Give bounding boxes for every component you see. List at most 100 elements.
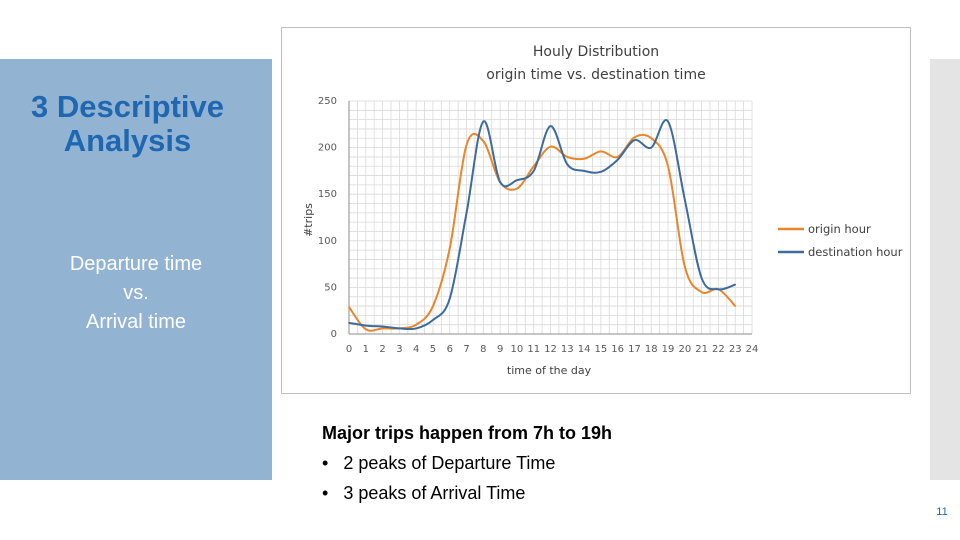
y-tick-label: 100 (318, 236, 337, 247)
x-tick-label: 9 (497, 344, 503, 355)
data-point (381, 325, 384, 328)
data-point (432, 319, 434, 321)
data-point (734, 283, 737, 286)
x-axis-label: time of the day (507, 364, 592, 377)
data-point (616, 158, 619, 161)
x-tick-label: 20 (678, 344, 691, 355)
data-point (398, 327, 401, 330)
chart-title-line2: origin time vs. destination time (486, 67, 705, 83)
bullet-marker: • (322, 453, 329, 473)
data-point (700, 291, 703, 293)
x-tick-label: 6 (447, 344, 453, 355)
data-point (482, 140, 485, 142)
chart-title-line1: Houly Distribution (533, 44, 659, 60)
x-tick-label: 11 (527, 344, 540, 355)
data-point (532, 170, 535, 172)
bullet-item: • 3 peaks of Arrival Time (322, 478, 612, 508)
legend: origin hour destination hour (778, 222, 903, 259)
bullet-marker: • (322, 483, 329, 503)
y-tick-label: 200 (318, 143, 337, 154)
data-point (415, 327, 417, 330)
data-point (734, 305, 737, 307)
data-point (381, 327, 384, 330)
data-point (566, 163, 569, 166)
bullet-text: 2 peaks of Departure Time (343, 453, 556, 473)
data-point (650, 146, 653, 149)
x-tick-label: 12 (544, 344, 557, 355)
data-point (415, 323, 417, 326)
data-point (448, 247, 451, 250)
data-point (583, 157, 585, 160)
legend-label: destination hour (808, 245, 903, 259)
x-tick-label: 23 (729, 344, 742, 355)
x-tick-label: 21 (695, 344, 708, 355)
legend-label: origin hour (808, 222, 871, 236)
y-tick-label: 0 (331, 329, 337, 340)
section-title-line2: Analysis (63, 123, 192, 158)
x-tick-label: 0 (346, 344, 352, 355)
x-tick-label: 17 (628, 344, 641, 355)
page-number: 11 (936, 506, 948, 518)
data-point (516, 187, 518, 190)
data-point (432, 305, 434, 307)
data-point (348, 322, 350, 324)
chart-frame: Houly Distribution origin time vs. desti… (281, 27, 911, 394)
series-lines (348, 119, 737, 332)
data-point (549, 145, 552, 148)
y-tick-label: 150 (318, 189, 337, 200)
data-point (684, 266, 686, 268)
data-point (667, 165, 669, 168)
bullet-item: • 2 peaks of Departure Time (322, 448, 612, 478)
x-tick-label: 8 (480, 344, 486, 355)
x-tick-label: 24 (746, 344, 759, 355)
data-point (448, 297, 451, 300)
x-tick-label: 7 (463, 344, 469, 355)
data-point (717, 288, 720, 291)
notes-heading: Major trips happen from 7h to 19h (322, 423, 613, 443)
data-point (667, 120, 669, 123)
left-panel (0, 59, 272, 480)
data-point (348, 306, 350, 308)
x-tick-label: 13 (561, 344, 574, 355)
data-point (600, 150, 602, 153)
data-point (566, 156, 569, 158)
notes-block: Major trips happen from 7h to 19h • 2 pe… (322, 418, 612, 508)
data-point (633, 139, 636, 141)
section-title-line1: 3 Descriptive (31, 89, 224, 124)
line-chart: Houly Distribution origin time vs. desti… (302, 44, 903, 377)
data-point (465, 212, 468, 214)
grid-lines (348, 100, 753, 335)
data-point (616, 156, 619, 158)
data-point (516, 179, 518, 182)
data-point (465, 144, 468, 146)
y-tick-label: 50 (324, 282, 337, 293)
data-point (700, 277, 703, 279)
y-tick-label: 250 (318, 96, 337, 107)
x-tick-label: 15 (595, 344, 608, 355)
x-tick-label: 2 (379, 344, 385, 355)
bullet-text: 3 peaks of Arrival Time (343, 483, 526, 503)
x-tick-label: 1 (363, 344, 369, 355)
data-point (684, 198, 686, 201)
data-point (499, 181, 501, 183)
axes (348, 101, 752, 335)
subtitle-line3: Arrival time (85, 311, 186, 333)
slide-subtitle: Departure time vs. Arrival time (0, 250, 272, 337)
x-tick-label: 5 (430, 344, 436, 355)
section-title: 3 Descriptive Analysis (0, 90, 255, 158)
data-point (583, 170, 585, 172)
data-point (650, 137, 653, 140)
x-tick-label: 14 (578, 344, 591, 355)
x-tick-label: 3 (396, 344, 402, 355)
data-point (482, 120, 485, 123)
data-point (364, 328, 367, 331)
data-point (532, 165, 535, 168)
subtitle-line2: vs. (123, 282, 149, 304)
x-tick-label: 16 (611, 344, 624, 355)
x-tick-label: 10 (511, 344, 524, 355)
x-tick-label: 19 (662, 344, 675, 355)
x-tick-label: 4 (413, 344, 419, 355)
x-tick-label: 18 (645, 344, 658, 355)
data-point (600, 171, 602, 173)
